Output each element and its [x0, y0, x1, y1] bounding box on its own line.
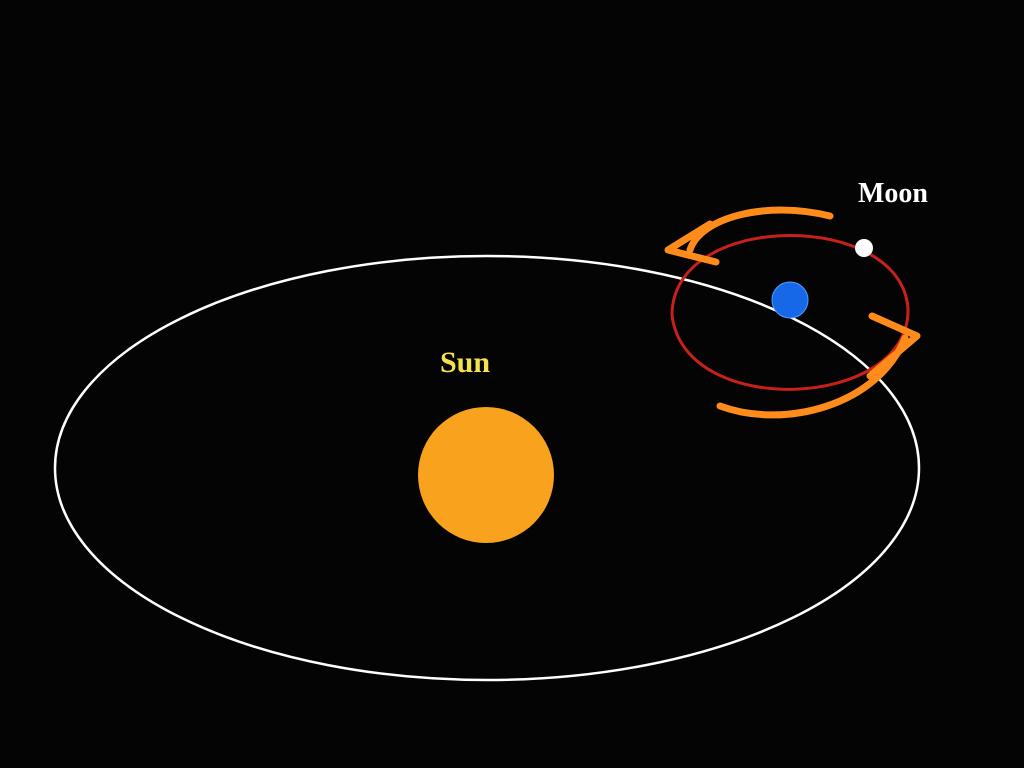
diagram-svg: [0, 0, 1024, 768]
solar-diagram: Sun Moon: [0, 0, 1024, 768]
earth-body: [772, 282, 808, 318]
sun-body: [418, 407, 554, 543]
moon-body: [855, 239, 873, 257]
moon-label: Moon: [858, 178, 928, 210]
sun-label: Sun: [440, 346, 490, 380]
